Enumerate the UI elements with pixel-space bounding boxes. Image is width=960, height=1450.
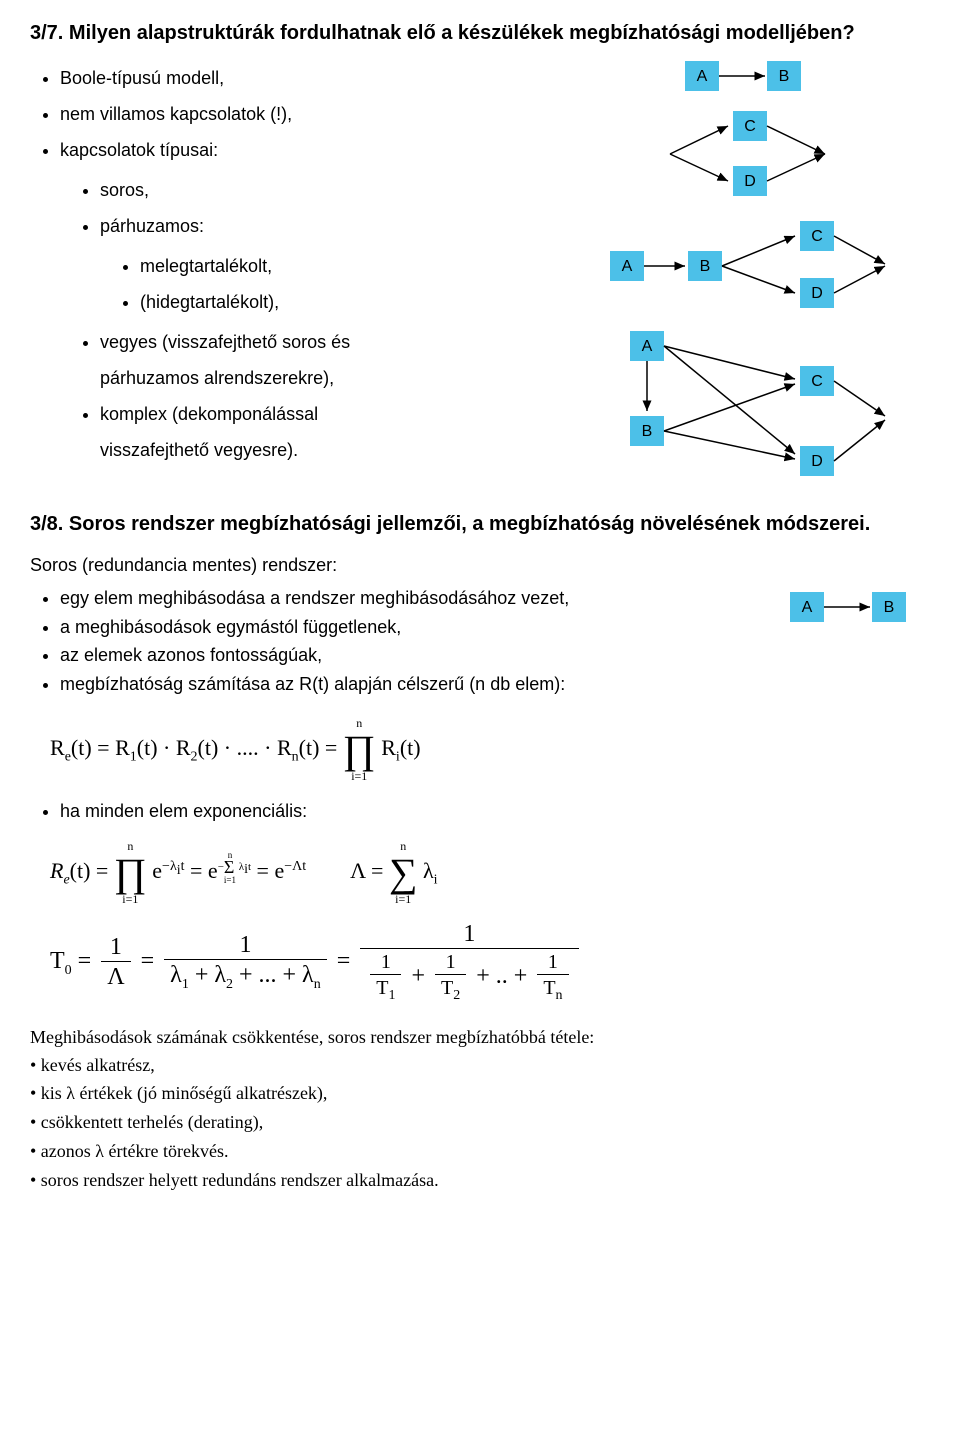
svg-text:B: B xyxy=(779,68,790,85)
svg-text:C: C xyxy=(811,228,823,245)
b3-txt: kapcsolatok típusai: xyxy=(60,140,218,160)
diagram-mixed: A B C D xyxy=(600,216,900,316)
q37-row: Boole-típusú modell, nem villamos kapcso… xyxy=(30,56,930,486)
b3c: vegyes (visszafejthető soros és párhuzamo… xyxy=(100,324,570,396)
svg-text:D: D xyxy=(744,173,756,190)
diagram-complex: A B C D xyxy=(600,326,900,486)
q37-diagrams: A B C D A B C D xyxy=(570,56,930,486)
q38-l4: megbízhatóság számítása az R(t) alapján … xyxy=(60,670,780,699)
q38-l3: az elemek azonos fontosságúak, xyxy=(60,641,780,670)
b3b: párhuzamos: melegtartalékolt, (hidegtart… xyxy=(100,208,570,320)
svg-text:C: C xyxy=(744,118,756,135)
b3c-t: vegyes (visszafejthető soros és xyxy=(100,332,350,352)
q38-l5: ha minden elem exponenciális: xyxy=(60,797,930,826)
b3c2-t: párhuzamos alrendszerekre), xyxy=(100,368,334,388)
b3b1: melegtartalékolt, xyxy=(140,248,570,284)
svg-text:A: A xyxy=(642,338,653,355)
b2: nem villamos kapcsolatok (!), xyxy=(60,96,570,132)
footer-i4: • azonos λ értékre törekvés. xyxy=(30,1137,930,1166)
footer-i1: • kevés alkatrész, xyxy=(30,1051,930,1080)
footer-list: Meghibásodások számának csökkentése, sor… xyxy=(30,1024,930,1195)
svg-text:D: D xyxy=(811,285,823,302)
svg-text:A: A xyxy=(622,258,633,275)
svg-text:B: B xyxy=(642,423,653,440)
footer-i2: • kis λ értékek (jó minőségű alkatrészek… xyxy=(30,1079,930,1108)
b3d: komplex (dekomponálással visszafejthető v… xyxy=(100,396,570,468)
formula-t0: T0 = 1Λ = 1λ1 + λ2 + ... + λn = 1 1T1 + … xyxy=(50,921,930,1004)
q38-heading: 3/8. Soros rendszer megbízhatósági jelle… xyxy=(30,511,930,537)
formula-re-product: Re(t) = R1(t) · R2(t) · .... · Rn(t) = n… xyxy=(50,717,930,783)
footer-i5: • soros rendszer helyett redundáns rends… xyxy=(30,1166,930,1195)
svg-text:A: A xyxy=(802,599,813,616)
svg-text:A: A xyxy=(697,68,708,85)
b3b-txt: párhuzamos: xyxy=(100,216,204,236)
b3: kapcsolatok típusai: soros, párhuzamos: … xyxy=(60,132,570,468)
q38-l1: egy elem meghibásodása a rendszer meghib… xyxy=(60,584,780,613)
q37-bullets: Boole-típusú modell, nem villamos kapcso… xyxy=(30,56,570,472)
footer-lead: Meghibásodások számának csökkentése, sor… xyxy=(30,1024,930,1051)
formula-exp: Re(t) = n∏i=1 e−λit = e−nΣi=1 λit = e−Λt… xyxy=(50,840,930,906)
q38-l2: a meghibásodások egymástól függetlenek, xyxy=(60,613,780,642)
q37-heading: 3/7. Milyen alapstruktúrák fordulhatnak … xyxy=(30,20,930,46)
b3d2-t: visszafejthető vegyesre). xyxy=(100,440,298,460)
footer-i3: • csökkentett terhelés (derating), xyxy=(30,1108,930,1137)
q38-body: Soros (redundancia mentes) rendszer: egy… xyxy=(30,547,930,1004)
b3b2: (hidegtartalékolt), xyxy=(140,284,570,320)
q38-l0: Soros (redundancia mentes) rendszer: xyxy=(30,551,780,580)
diagram-series: A B xyxy=(675,56,825,96)
diagram-ab-small: A B xyxy=(780,587,930,627)
svg-text:C: C xyxy=(811,373,823,390)
svg-text:B: B xyxy=(884,599,895,616)
b3a: soros, xyxy=(100,172,570,208)
b1: Boole-típusú modell, xyxy=(60,60,570,96)
b3d-t: komplex (dekomponálással xyxy=(100,404,318,424)
diagram-parallel: C D xyxy=(650,106,850,206)
svg-text:B: B xyxy=(700,258,711,275)
svg-text:D: D xyxy=(811,453,823,470)
